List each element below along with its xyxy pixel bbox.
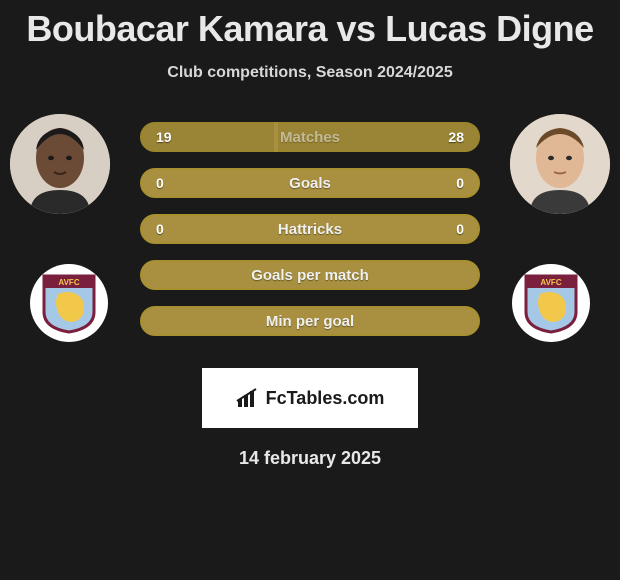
player-right-name: Lucas Digne (385, 8, 594, 49)
page-title: Boubacar Kamara vs Lucas Digne (0, 0, 620, 50)
brand-logo-box: FcTables.com (202, 368, 418, 428)
avatar-right-svg (510, 114, 610, 214)
metric-left-value: 19 (156, 129, 172, 145)
metric-label: Min per goal (266, 313, 354, 330)
metric-label: Hattricks (278, 221, 342, 238)
avatar-left-svg (10, 114, 110, 214)
metric-bars: 19 Matches 28 0 Goals 0 0 Hattricks 0 Go… (140, 122, 480, 352)
metric-right-value: 0 (456, 175, 464, 191)
metric-label: Goals (289, 175, 331, 192)
metric-right-value: 28 (448, 129, 464, 145)
metric-left-value: 0 (156, 175, 164, 191)
metric-label: Goals per match (251, 267, 369, 284)
metric-row-matches: 19 Matches 28 (140, 122, 480, 152)
bars-icon (236, 387, 260, 409)
metric-right-value: 0 (456, 221, 464, 237)
metric-left-value: 0 (156, 221, 164, 237)
player-left-avatar (10, 114, 110, 214)
crest-right-text: AVFC (540, 278, 561, 287)
crest-left-svg: AVFC (40, 272, 98, 334)
player-left-name: Boubacar Kamara (26, 8, 327, 49)
snapshot-date: 14 february 2025 (0, 448, 620, 469)
vs-separator: vs (337, 8, 376, 49)
subtitle: Club competitions, Season 2024/2025 (0, 64, 620, 82)
metric-row-goals: 0 Goals 0 (140, 168, 480, 198)
crest-right-svg: AVFC (522, 272, 580, 334)
metric-row-hattricks: 0 Hattricks 0 (140, 214, 480, 244)
brand-text: FcTables.com (266, 388, 385, 409)
club-crest-left: AVFC (30, 264, 108, 342)
metric-row-gpm: Goals per match (140, 260, 480, 290)
comparison-block: AVFC AVFC 19 Matches 28 0 Goals (0, 122, 620, 362)
crest-left-text: AVFC (58, 278, 79, 287)
metric-row-mpg: Min per goal (140, 306, 480, 336)
player-right-avatar (510, 114, 610, 214)
club-crest-right: AVFC (512, 264, 590, 342)
